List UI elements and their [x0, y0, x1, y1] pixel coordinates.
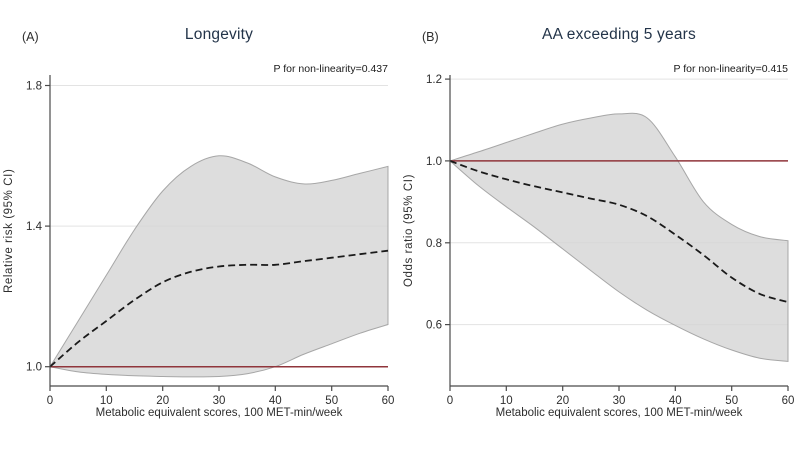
- y-axis-label: Odds ratio (95% CI): [403, 173, 415, 288]
- y-axis-label: Relative risk (95% CI): [3, 168, 15, 293]
- x-axis-label: Metabolic equivalent scores, 100 MET-min…: [495, 407, 743, 419]
- panel-aa-exceeding-5-years: 0.6 0.8 1.0 1.2 0 10 20 30 40 50 60 (B) AA exceedi…: [400, 0, 800, 450]
- panel-label-a: (A): [22, 30, 39, 44]
- y-tick-label: 1.8: [26, 81, 42, 93]
- y-tick-label: 1.2: [426, 74, 442, 86]
- x-tick-label: 20: [156, 395, 169, 407]
- panel-title-longevity: Longevity: [184, 26, 254, 43]
- estimate-line: [449, 160, 789, 303]
- p-nonlinearity-annotation: P for non-linearity=0.437: [273, 63, 388, 75]
- x-tick-label: 40: [669, 395, 682, 407]
- chart-canvas-aa: 0.6 0.8 1.0 1.2 0 10 20 30 40 50 60: [426, 74, 795, 407]
- y-tick-label: 0.8: [426, 238, 442, 250]
- chart-canvas-longevity: 1.0 1.4 1.8 0 10 20 30 40 50 60: [26, 75, 395, 407]
- x-tick-label: 60: [382, 395, 395, 407]
- x-tick-label: 30: [213, 395, 226, 407]
- panel-label-b: (B): [422, 30, 439, 44]
- panel-longevity: 1.0 1.4 1.8 0 10 20 30 40 50 60 (A) Longevity P f…: [3, 26, 395, 419]
- x-tick-label: 0: [47, 395, 53, 407]
- x-axis-label: Metabolic equivalent scores, 100 MET-min…: [95, 407, 343, 419]
- x-tick-label: 50: [725, 395, 738, 407]
- y-tick-label: 1.0: [426, 156, 442, 168]
- x-tick-label: 40: [269, 395, 282, 407]
- estimate-line: [49, 249, 389, 368]
- x-tick-label: 10: [500, 395, 513, 407]
- y-tick-label: 1.0: [26, 362, 42, 374]
- x-tick-label: 30: [613, 395, 626, 407]
- x-tick-label: 10: [100, 395, 113, 407]
- panel-title-aa: AA exceeding 5 years: [542, 26, 696, 43]
- x-tick-label: 0: [447, 395, 453, 407]
- p-nonlinearity-annotation: P for non-linearity=0.415: [673, 63, 788, 75]
- y-tick-label: 0.6: [426, 320, 442, 332]
- confidence-band: [449, 112, 789, 362]
- x-tick-label: 20: [556, 395, 569, 407]
- y-tick-label: 1.4: [26, 221, 43, 233]
- x-tick-label: 60: [782, 395, 795, 407]
- x-tick-label: 50: [325, 395, 338, 407]
